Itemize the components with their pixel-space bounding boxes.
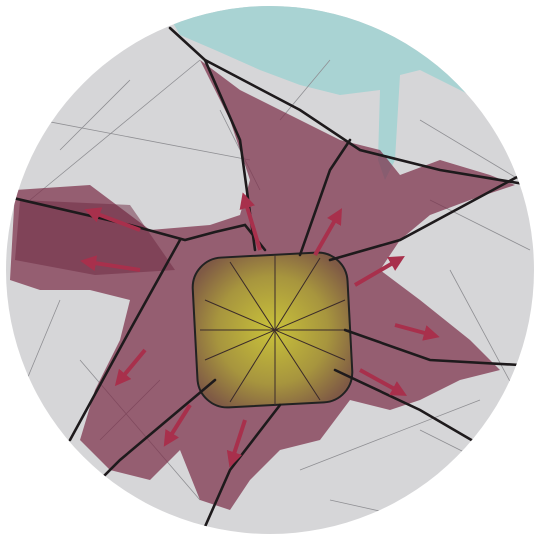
road bbox=[343, 328, 522, 367]
arrow bbox=[163, 403, 192, 447]
core-lines bbox=[200, 255, 350, 405]
arrow bbox=[114, 348, 147, 387]
arrow bbox=[353, 255, 405, 287]
road bbox=[333, 368, 482, 447]
growth-arrows bbox=[80, 192, 440, 468]
arrow bbox=[80, 255, 141, 272]
road bbox=[203, 58, 532, 187]
arrow bbox=[239, 192, 262, 251]
road bbox=[68, 238, 182, 442]
road bbox=[328, 168, 532, 262]
road bbox=[198, 403, 282, 534]
arrow bbox=[226, 419, 247, 468]
arrow bbox=[359, 368, 408, 396]
urban-west bbox=[15, 200, 175, 275]
arrow bbox=[313, 208, 342, 256]
arrow bbox=[84, 207, 141, 232]
core-grid bbox=[200, 255, 350, 405]
arrow bbox=[394, 323, 440, 341]
road bbox=[298, 138, 352, 257]
